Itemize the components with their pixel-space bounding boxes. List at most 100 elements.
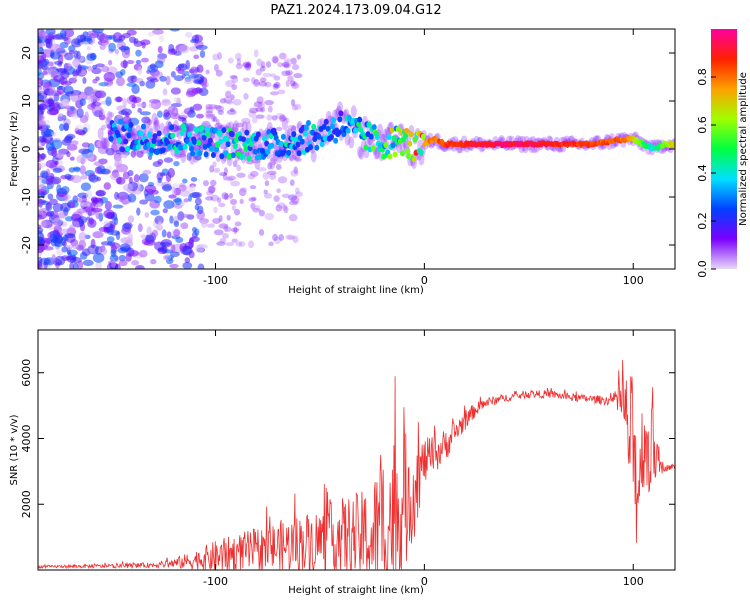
spectrogram-noise-cell xyxy=(173,97,180,103)
spectrogram-ridge-cell xyxy=(262,135,268,142)
spectrogram-noise-cell xyxy=(248,110,256,118)
spectrogram-halo-cell xyxy=(101,137,108,150)
spectrogram-noise-cell xyxy=(72,262,79,269)
spectrogram-noise-cell xyxy=(64,52,74,61)
spectrogram-noise-cell xyxy=(116,114,123,119)
spectrogram-noise-cell xyxy=(70,92,80,103)
spectrogram-noise-cell xyxy=(190,184,196,193)
spectrogram-ridge-cell xyxy=(408,131,414,138)
spectrogram-ridge-cell xyxy=(182,143,188,150)
spectrogram-halo-cell xyxy=(180,150,187,163)
spectrogram-ridge-cell xyxy=(323,118,329,125)
spectrogram-noise-cell xyxy=(144,184,157,194)
spectrogram-noise-cell xyxy=(216,241,226,246)
spectrogram-noise-cell xyxy=(163,157,174,163)
spectrogram-noise-cell xyxy=(274,159,279,165)
spectrogram-ridge-cell xyxy=(252,148,258,155)
snr-x-title: Height of straight line (km) xyxy=(288,585,424,596)
spectrogram-noise-cell xyxy=(255,107,263,112)
spectrogram-noise-cell xyxy=(202,81,209,88)
spectrogram-noise-cell xyxy=(288,155,297,161)
spectrogram-noise-cell xyxy=(205,106,214,114)
spectrogram-noise-cell xyxy=(136,150,144,158)
spectrogram-ridge-cell xyxy=(371,124,377,131)
spectrogram-noise-cell xyxy=(283,61,292,69)
spectrogram-noise-cell xyxy=(70,213,82,222)
spectrogram-noise-cell xyxy=(45,211,53,217)
spectrogram-noise-cell xyxy=(60,80,72,86)
spectrogram-ridge-cell xyxy=(147,131,153,138)
spectrogram-noise-cell xyxy=(112,38,124,43)
spectrogram-noise-cell xyxy=(65,233,76,243)
spectrogram-noise-cell xyxy=(78,148,90,155)
spectrogram-noise-cell xyxy=(206,223,216,228)
spectrogram-noise-cell xyxy=(98,226,110,232)
spectrogram-noise-cell xyxy=(103,220,111,228)
spectrogram-noise-cell xyxy=(188,74,200,79)
spectrogram-halo-cell xyxy=(291,147,298,160)
spectrogram-noise-cell xyxy=(61,185,70,195)
spectrogram-halo-cell xyxy=(254,157,261,170)
spectrogram-noise-cell xyxy=(162,208,168,214)
spectrogram-ridge-cell xyxy=(338,110,344,117)
spectrogram-noise-cell xyxy=(49,234,58,243)
spectrogram-ridge-cell xyxy=(208,145,214,152)
spectrogram-noise-cell xyxy=(96,140,105,148)
spectrogram-ridge-cell xyxy=(295,141,301,148)
spectrogram-ridge-cell xyxy=(383,141,389,148)
spectrogram-noise-cell xyxy=(213,63,219,72)
spectrogram-ridge-cell xyxy=(392,151,398,158)
spectrogram-noise-cell xyxy=(178,184,187,192)
spectrogram-ridge-cell xyxy=(156,130,162,137)
y-tick-label: -10 xyxy=(20,188,33,206)
spectrogram-noise-cell xyxy=(231,205,236,211)
spectrogram-noise-cell xyxy=(267,170,277,176)
spectrogram-noise-cell xyxy=(38,235,43,245)
spectrogram-noise-cell xyxy=(281,61,290,68)
x-tick-label: 0 xyxy=(421,274,428,287)
spectrogram-noise-cell xyxy=(130,150,137,158)
spectrogram-noise-cell xyxy=(262,72,272,78)
spectrogram-noise-cell xyxy=(277,89,286,95)
spectrogram-ridge-cell xyxy=(190,150,196,157)
spectrogram-noise-cell xyxy=(226,214,231,221)
colorbar-tick-label: 0.6 xyxy=(696,116,709,134)
spectrogram-noise-cell xyxy=(271,55,279,64)
spectrogram-ridge-cell xyxy=(225,141,231,148)
snr-panel: -100 0 100 2000 4000 6000 Height of straight… xyxy=(9,329,676,596)
colorbar-tick-label: 0.8 xyxy=(696,68,709,86)
colorbar-tick-label: 0.0 xyxy=(696,260,709,278)
spectrogram-noise-cell xyxy=(251,196,257,201)
spectrogram-noise-cell xyxy=(126,82,137,87)
spectrogram-ridge-cell xyxy=(357,116,363,123)
spectrogram-noise-cell xyxy=(245,63,252,69)
spectrogram-noise-cell xyxy=(168,194,177,199)
y-tick-label: 20 xyxy=(20,46,33,60)
spectrogram-noise-cell xyxy=(264,180,270,187)
spectrogram-ridge-cell xyxy=(241,136,247,143)
spectrogram-noise-cell xyxy=(86,45,91,51)
spectrogram-ridge-cell xyxy=(368,133,374,140)
spectrogram-noise-cell xyxy=(171,186,176,197)
spectrogram-noise-cell xyxy=(137,107,143,113)
spectrogram-noise-cell xyxy=(272,83,279,90)
spectrogram-halo-cell xyxy=(358,147,365,160)
spectrogram-ridge-cell xyxy=(186,131,192,138)
spectrogram-noise-cell xyxy=(45,29,56,36)
spectrogram-noise-cell xyxy=(137,66,143,76)
spectrogram-noise-cell xyxy=(114,96,124,103)
spectrogram-ridge-cell xyxy=(169,124,175,131)
spectrogram-noise-cell xyxy=(189,106,194,113)
spectrogram-ridge-cell xyxy=(232,143,238,150)
spectrogram-ridge-cell xyxy=(363,144,369,151)
spectrogram-noise-cell xyxy=(194,155,202,161)
spectrogram-noise-cell xyxy=(38,141,42,147)
spectrogram-noise-cell xyxy=(213,229,224,236)
spectrogram-noise-cell xyxy=(63,122,70,132)
spectrogram-ridge-cell xyxy=(333,137,339,144)
spectrogram-noise-cell xyxy=(261,61,266,69)
spectrogram-noise-cell xyxy=(285,80,290,88)
spectrogram-noise-cell xyxy=(163,200,175,209)
spectrogram-noise-cell xyxy=(212,116,218,122)
spectrogram-noise-cell xyxy=(80,201,89,207)
